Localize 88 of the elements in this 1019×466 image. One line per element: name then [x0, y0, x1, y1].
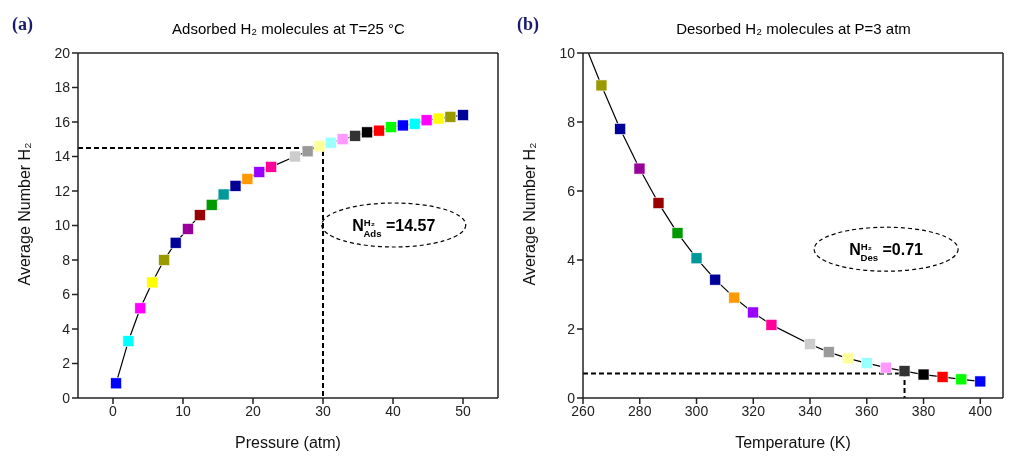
- point: [349, 130, 361, 142]
- point: [110, 377, 122, 390]
- point: [194, 209, 206, 221]
- text: (b): [517, 14, 539, 35]
- point: [182, 223, 194, 235]
- point: [229, 180, 242, 192]
- y-tick-label: 16: [54, 113, 71, 130]
- point: [169, 236, 182, 249]
- y-tick-label: 20: [54, 44, 71, 61]
- y-tick-label: 10: [54, 217, 71, 234]
- x-tick-label: 30: [315, 402, 331, 419]
- point: [324, 136, 337, 149]
- point: [385, 121, 397, 133]
- point: [313, 140, 326, 152]
- annotation: N$^{H₂}$$_{Ads}$ =14.57: [352, 216, 436, 239]
- point: [289, 150, 301, 163]
- y-tick-label: 8: [567, 113, 576, 130]
- y-tick-label: 18: [54, 79, 71, 96]
- y-tick-label: 4: [62, 320, 71, 337]
- y-tick-label: 14: [54, 148, 71, 165]
- x-tick-label: 340: [798, 402, 822, 419]
- y-tick-label: 4: [567, 251, 576, 268]
- point: [158, 254, 170, 266]
- point: [122, 335, 135, 347]
- point: [974, 375, 987, 388]
- point: [134, 302, 147, 315]
- x-axis-title: Pressure (atm): [235, 434, 341, 451]
- point: [217, 188, 230, 201]
- point: [614, 123, 626, 135]
- y-tick-label: 2: [567, 320, 576, 337]
- point: [301, 145, 314, 158]
- y-axis-title: Average Number H₂: [520, 142, 538, 286]
- point: [671, 227, 684, 239]
- point: [373, 124, 385, 137]
- point: [709, 273, 722, 286]
- y-tick-label: 12: [54, 182, 71, 199]
- point: [898, 365, 911, 377]
- y-tick-label: 0: [62, 389, 71, 406]
- point: [241, 173, 254, 185]
- chart-title: Desorbed H₂ molecules at P=3 atm: [675, 20, 912, 37]
- y-tick-label: 2: [62, 355, 71, 372]
- point: [408, 117, 421, 130]
- x-tick-label: 40: [385, 402, 401, 419]
- y-tick-label: 6: [567, 182, 576, 199]
- point: [633, 162, 646, 175]
- x-tick-label: 50: [455, 402, 471, 419]
- text: (a): [12, 14, 33, 35]
- y-axis-title: Average Number H₂: [15, 142, 33, 286]
- point: [804, 338, 816, 350]
- point: [652, 197, 665, 209]
- x-axis-title: Temperature (K): [735, 434, 851, 451]
- x-tick-label: 20: [245, 402, 261, 419]
- point: [265, 161, 277, 173]
- point: [860, 357, 873, 369]
- point: [955, 373, 968, 386]
- point: [146, 276, 158, 289]
- point: [822, 346, 835, 358]
- point: [361, 126, 373, 139]
- x-tick-label: 320: [741, 402, 766, 419]
- point: [936, 371, 949, 383]
- y-tick-label: 6: [62, 286, 71, 303]
- x-tick-label: 300: [684, 402, 709, 419]
- point: [880, 361, 892, 374]
- point: [420, 114, 433, 127]
- chart-title: Adsorbed H₂ molecules at T=25 °C: [171, 20, 406, 37]
- point: [457, 109, 469, 121]
- x-tick-label: 10: [175, 402, 191, 419]
- point: [205, 199, 218, 211]
- annotation: N$^{H₂}$$_{Des}$ =0.71: [849, 240, 924, 263]
- y-tick-label: 10: [559, 44, 576, 61]
- point: [595, 79, 608, 92]
- x-tick-label: 280: [628, 402, 652, 419]
- x-tick-label: 360: [855, 402, 879, 419]
- point: [397, 119, 409, 132]
- x-tick-label: 400: [968, 402, 993, 419]
- point: [444, 111, 457, 123]
- x-tick-label: 380: [911, 402, 936, 419]
- point: [253, 166, 266, 178]
- point: [765, 319, 778, 331]
- point: [432, 112, 445, 125]
- point: [728, 291, 741, 304]
- point: [841, 352, 854, 365]
- point: [690, 252, 703, 265]
- point: [917, 368, 930, 381]
- point: [336, 133, 349, 146]
- x-tick-label: 0: [109, 402, 118, 419]
- y-tick-label: 8: [62, 251, 71, 268]
- point: [747, 306, 759, 319]
